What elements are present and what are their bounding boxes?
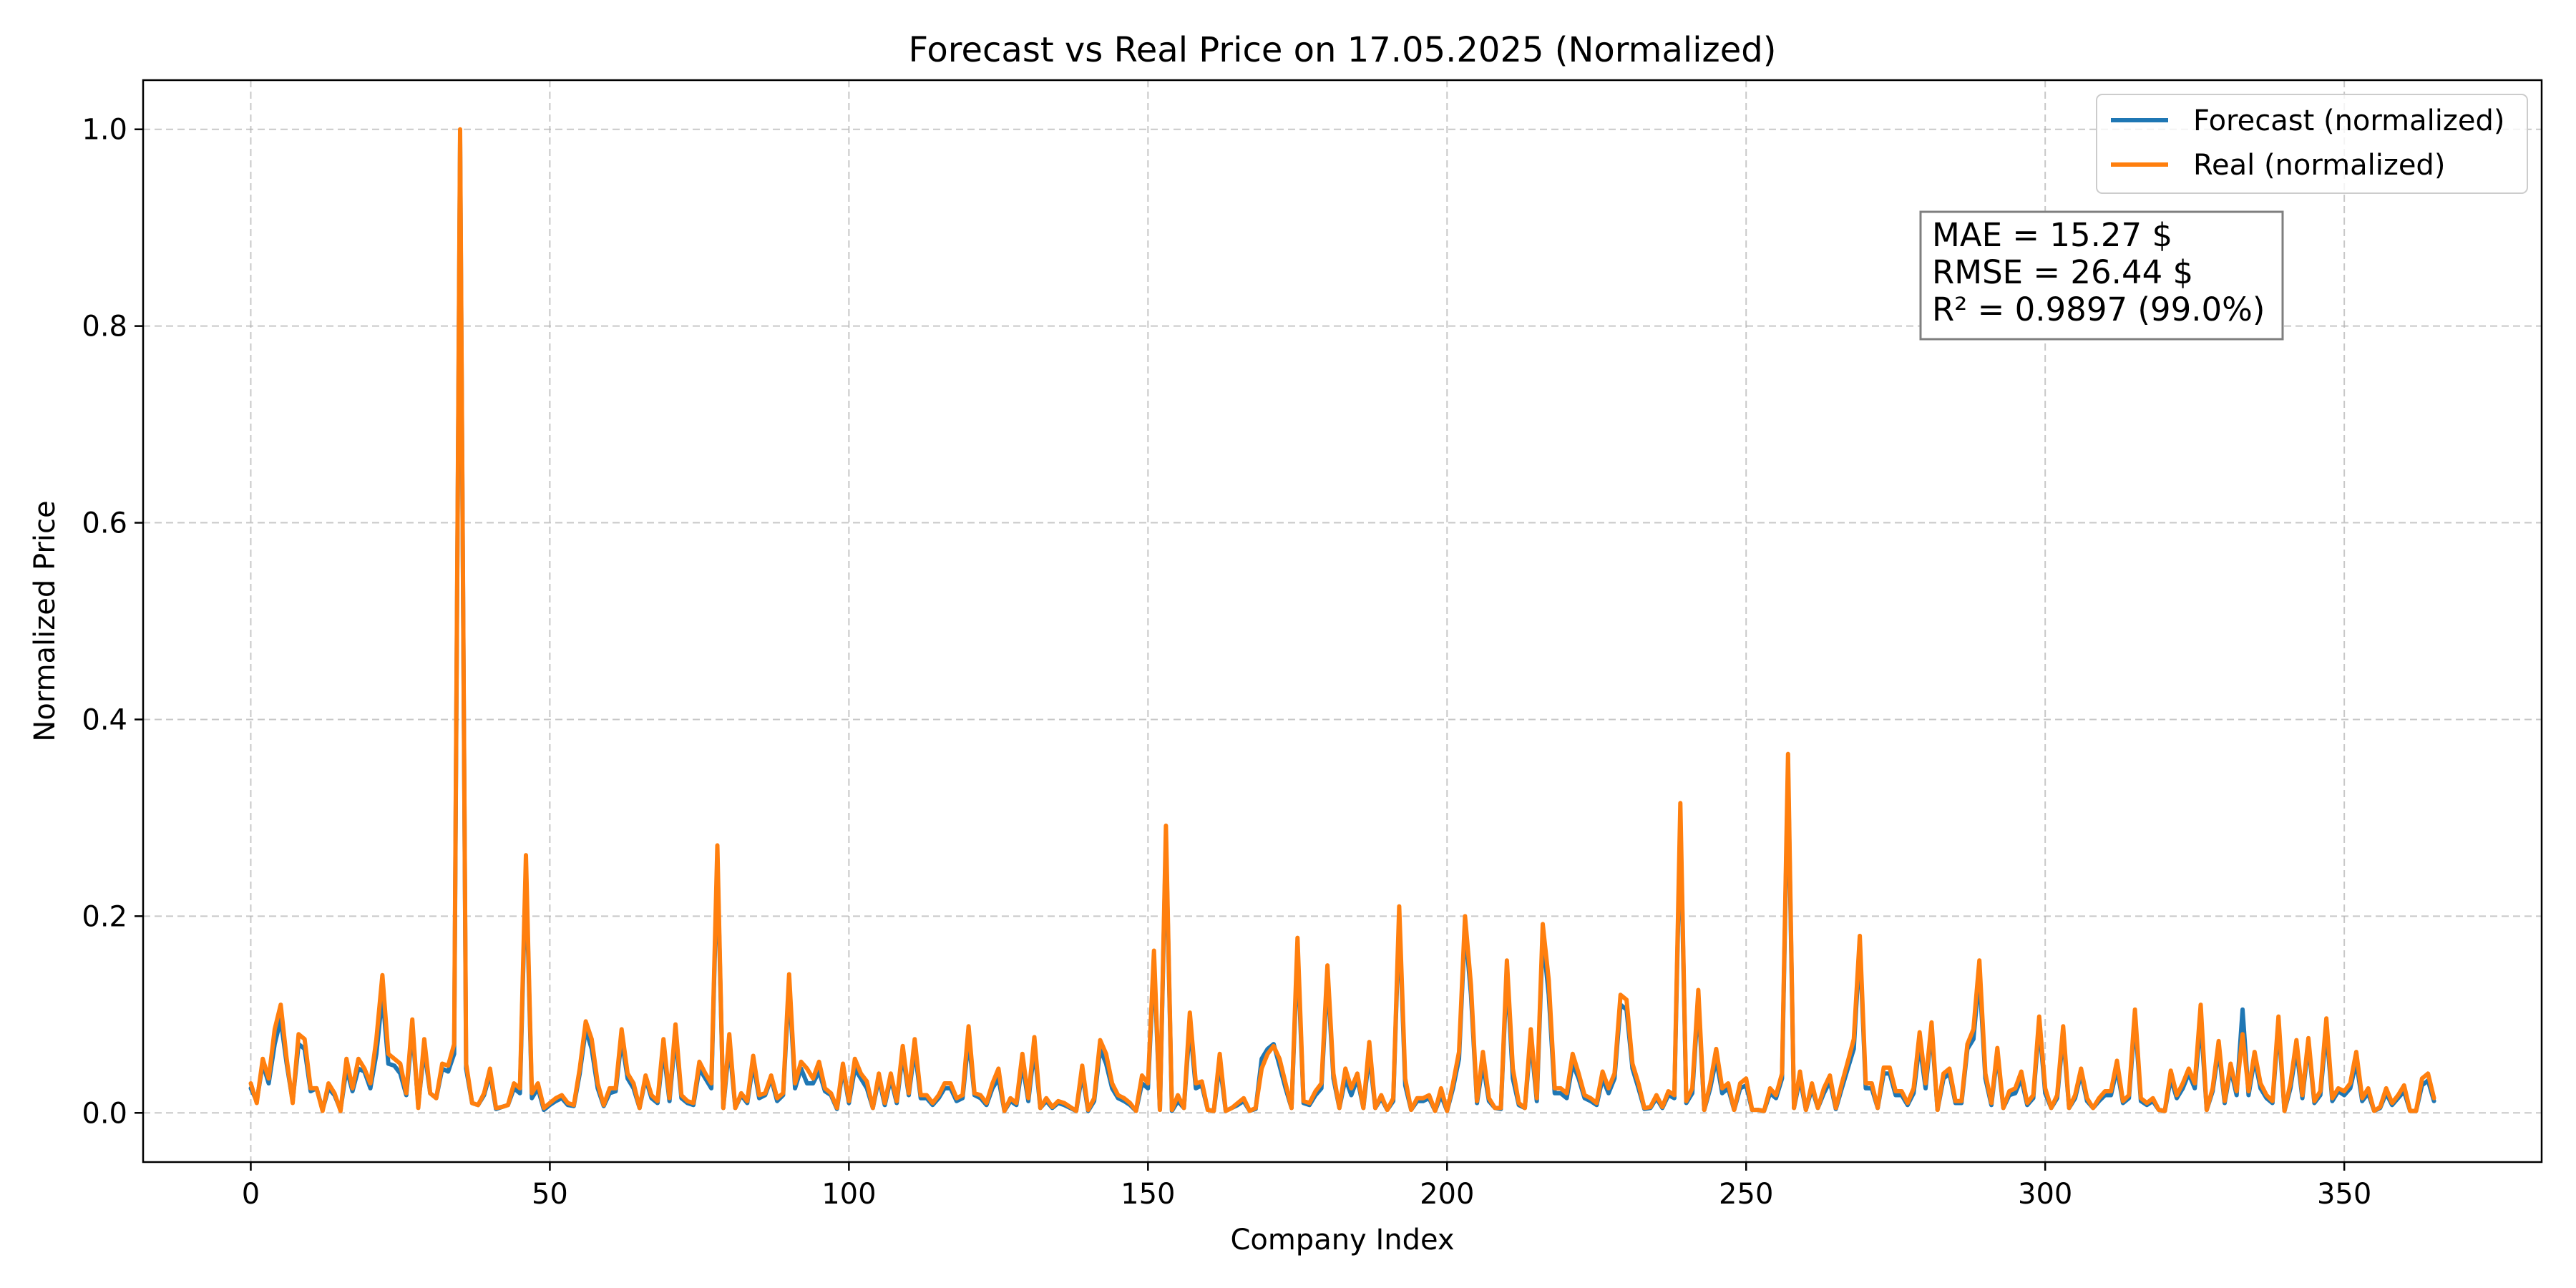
metric-rmse: RMSE = 26.44 $ bbox=[1932, 253, 2193, 291]
y-tick-label: 0.6 bbox=[82, 507, 127, 540]
metrics-frame bbox=[1919, 210, 2284, 341]
metric-r2: R² = 0.9897 (99.0%) bbox=[1932, 291, 2265, 328]
metrics-box: MAE = 15.27 $ RMSE = 26.44 $ R² = 0.9897… bbox=[1919, 210, 2284, 341]
y-axis-ticks: 0.0 0.2 0.4 0.6 0.8 1.0 bbox=[82, 114, 143, 1130]
x-axis-ticks: 0 50 100 150 200 250 300 350 bbox=[242, 1162, 2371, 1211]
x-axis-label: Company Index bbox=[1230, 1224, 1454, 1257]
series-line-real bbox=[248, 127, 2436, 1113]
metric-mae: MAE = 15.27 $ bbox=[1932, 216, 2172, 254]
legend-label-real: Real (normalized) bbox=[2193, 149, 2445, 182]
x-tick-label: 0 bbox=[242, 1178, 260, 1211]
x-tick-label: 150 bbox=[1121, 1178, 1175, 1211]
y-axis-label: Normalized Price bbox=[29, 500, 62, 741]
y-tick-label: 0.8 bbox=[82, 311, 127, 343]
y-tick-label: 0.2 bbox=[82, 900, 127, 933]
x-tick-label: 300 bbox=[2018, 1178, 2072, 1211]
y-tick-label: 1.0 bbox=[82, 114, 127, 147]
legend-label-forecast: Forecast (normalized) bbox=[2193, 104, 2504, 137]
axes-frame bbox=[142, 79, 2543, 1163]
x-tick-label: 250 bbox=[1719, 1178, 1773, 1211]
legend: Forecast (normalized) Real (normalized) bbox=[2096, 94, 2528, 194]
y-tick-label: 0.0 bbox=[82, 1097, 127, 1130]
series-lines bbox=[248, 127, 2436, 1113]
x-tick-label: 100 bbox=[821, 1178, 876, 1211]
x-tick-label: 200 bbox=[1420, 1178, 1474, 1211]
chart-title: Forecast vs Real Price on 17.05.2025 (No… bbox=[909, 30, 1777, 70]
legend-box bbox=[2096, 94, 2528, 194]
x-tick-label: 50 bbox=[532, 1178, 568, 1211]
y-tick-label: 0.4 bbox=[82, 703, 127, 736]
x-tick-label: 350 bbox=[2317, 1178, 2371, 1211]
